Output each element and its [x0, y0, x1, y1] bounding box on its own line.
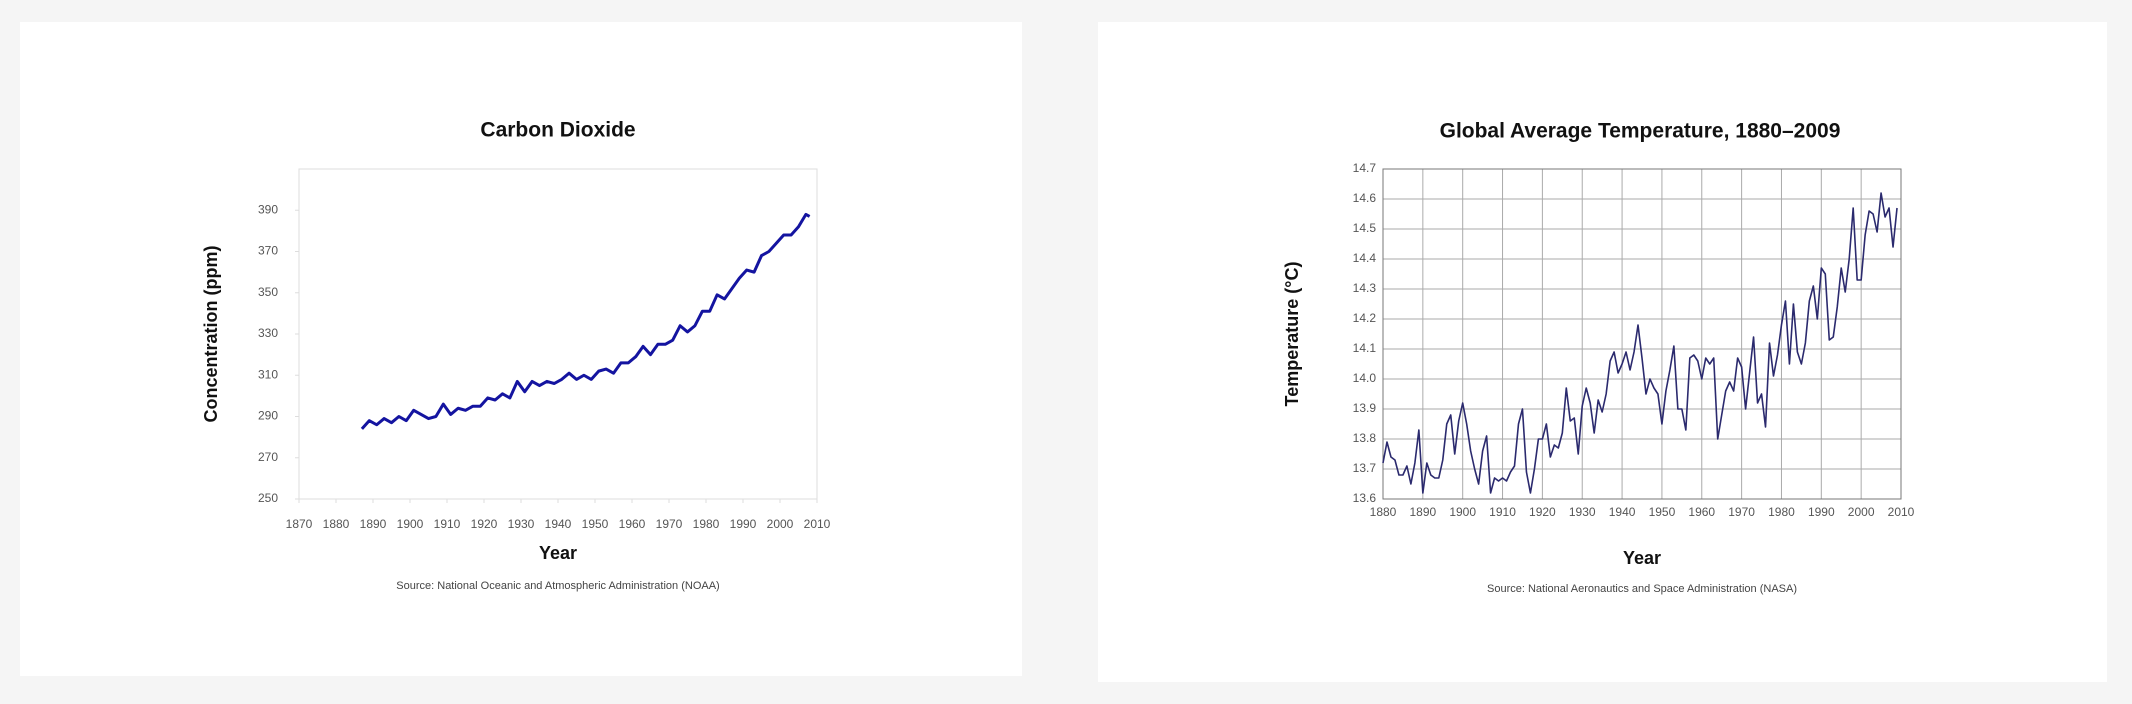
y-tick-label: 390: [258, 202, 278, 216]
y-tick-label: 14.3: [1353, 281, 1377, 295]
x-axis-title: Year: [1623, 548, 1661, 568]
panel: [1098, 22, 2107, 682]
y-tick-label: 14.7: [1353, 161, 1377, 175]
y-tick-label: 370: [258, 244, 278, 258]
x-tick-label: 1990: [1808, 505, 1835, 519]
x-tick-label: 1880: [323, 517, 350, 531]
x-tick-label: 1930: [1569, 505, 1596, 519]
x-tick-label: 1960: [1688, 505, 1715, 519]
y-tick-label: 330: [258, 326, 278, 340]
x-tick-label: 1970: [656, 517, 683, 531]
data-line: [1382, 192, 1898, 494]
plot-frame: [1382, 168, 1902, 500]
source-note: Source: National Aeronautics and Space A…: [1487, 583, 1797, 595]
y-axis-title: Temperature (°C): [1282, 262, 1302, 407]
x-tick-label: 1930: [508, 517, 535, 531]
x-tick-label: 2000: [767, 517, 794, 531]
y-tick-label: 13.9: [1353, 401, 1377, 415]
x-tick-label: 2010: [804, 517, 831, 531]
x-axis-title: Year: [539, 543, 577, 563]
x-tick-label: 1920: [1529, 505, 1556, 519]
y-tick-label: 13.8: [1353, 431, 1377, 445]
plot-frame: [298, 168, 818, 500]
x-tick-label: 1980: [1768, 505, 1795, 519]
y-tick-label: 14.0: [1353, 371, 1377, 385]
panel: [20, 22, 1022, 676]
data-line: [360, 212, 811, 430]
y-tick-label: 13.6: [1353, 491, 1377, 505]
x-tick-label: 1990: [730, 517, 757, 531]
x-tick-label: 1940: [545, 517, 572, 531]
y-axis-title: Concentration (ppm): [201, 246, 221, 423]
x-tick-label: 1910: [434, 517, 461, 531]
x-tick-label: 1950: [1649, 505, 1676, 519]
x-tick-label: 1880: [1370, 505, 1397, 519]
x-tick-label: 2010: [1888, 505, 1915, 519]
y-tick-label: 350: [258, 285, 278, 299]
chart-title: Global Average Temperature, 1880–2009: [1440, 120, 1841, 143]
x-tick-label: 1950: [582, 517, 609, 531]
y-tick-label: 13.7: [1353, 461, 1377, 475]
x-tick-label: 1900: [1449, 505, 1476, 519]
x-tick-label: 1870: [286, 517, 313, 531]
y-tick-label: 14.1: [1353, 341, 1377, 355]
chart-title: Carbon Dioxide: [480, 119, 635, 142]
x-tick-label: 1890: [1409, 505, 1436, 519]
y-tick-label: 250: [258, 491, 278, 505]
x-tick-label: 2000: [1848, 505, 1875, 519]
x-tick-label: 1960: [619, 517, 646, 531]
y-tick-label: 14.5: [1353, 221, 1377, 235]
x-tick-label: 1890: [360, 517, 387, 531]
x-tick-label: 1980: [693, 517, 720, 531]
x-tick-label: 1900: [397, 517, 424, 531]
y-tick-label: 14.4: [1353, 251, 1377, 265]
y-tick-label: 14.6: [1353, 191, 1377, 205]
y-tick-label: 290: [258, 409, 278, 423]
x-tick-label: 1970: [1728, 505, 1755, 519]
x-tick-label: 1940: [1609, 505, 1636, 519]
y-tick-label: 270: [258, 450, 278, 464]
x-tick-label: 1920: [471, 517, 498, 531]
y-tick-label: 310: [258, 367, 278, 381]
y-tick-label: 14.2: [1353, 311, 1377, 325]
x-tick-label: 1910: [1489, 505, 1516, 519]
source-note: Source: National Oceanic and Atmospheric…: [396, 580, 719, 592]
